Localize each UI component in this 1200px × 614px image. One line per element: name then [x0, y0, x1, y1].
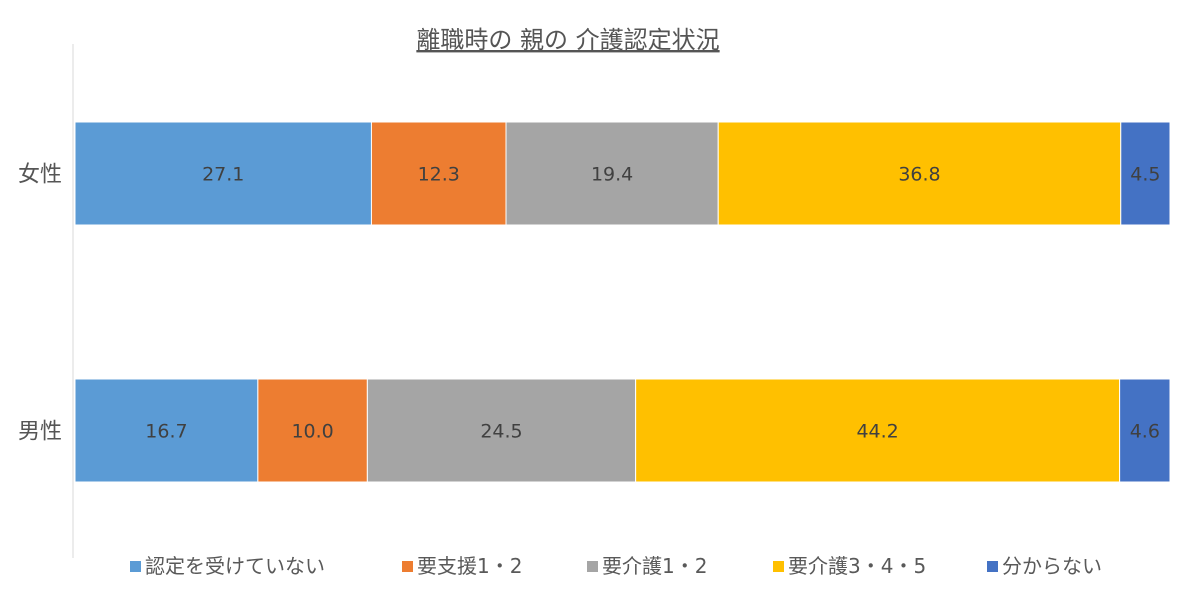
bar-segment: [370, 121, 507, 226]
category-label: 女性: [18, 163, 62, 188]
legend: 認定を受けていない 要支援1・2 要介護1・2 要介護3・4・5 分からない: [130, 554, 1102, 578]
legend-swatch: [587, 561, 598, 572]
bar-segment: [366, 378, 637, 483]
data-label: 24.5: [480, 421, 522, 443]
bar-segment: [74, 378, 259, 483]
data-label: 12.3: [418, 164, 460, 186]
data-label: 44.2: [856, 421, 898, 443]
legend-label: 分からない: [1002, 554, 1102, 578]
chart-title: 離職時の 親の 介護認定状況: [416, 26, 719, 54]
legend-item: 要支援1・2: [402, 554, 522, 578]
legend-swatch: [987, 561, 998, 572]
legend-swatch: [402, 561, 413, 572]
legend-item: 認定を受けていない: [130, 554, 325, 578]
bar-segment: [1119, 378, 1171, 483]
legend-item: 要介護1・2: [587, 554, 707, 578]
bar-segment: [1120, 121, 1171, 226]
legend-label: 要介護3・4・5: [788, 554, 926, 578]
legend-label: 要介護1・2: [602, 554, 707, 578]
legend-swatch: [130, 561, 141, 572]
bars-layer: 27.1 12.3 19.4 36.8 4.5 16.7 10.0 24.5 44.2 4.6: [74, 121, 1171, 483]
data-label: 36.8: [898, 164, 940, 186]
bar-segment: [505, 121, 719, 226]
category-label: 男性: [18, 420, 62, 445]
legend-item: 分からない: [987, 554, 1102, 578]
legend-swatch: [773, 561, 784, 572]
legend-item: 要介護3・4・5: [773, 554, 926, 578]
data-label: 4.5: [1130, 164, 1160, 186]
legend-label: 認定を受けていない: [145, 554, 325, 578]
data-label: 27.1: [202, 164, 244, 186]
legend-label: 要支援1・2: [417, 554, 522, 578]
data-label: 4.6: [1130, 421, 1160, 443]
bar-segment: [74, 121, 372, 226]
bar-segment: [635, 378, 1121, 483]
data-label: 19.4: [591, 164, 633, 186]
data-label: 16.7: [145, 421, 187, 443]
data-label: 10.0: [291, 421, 333, 443]
